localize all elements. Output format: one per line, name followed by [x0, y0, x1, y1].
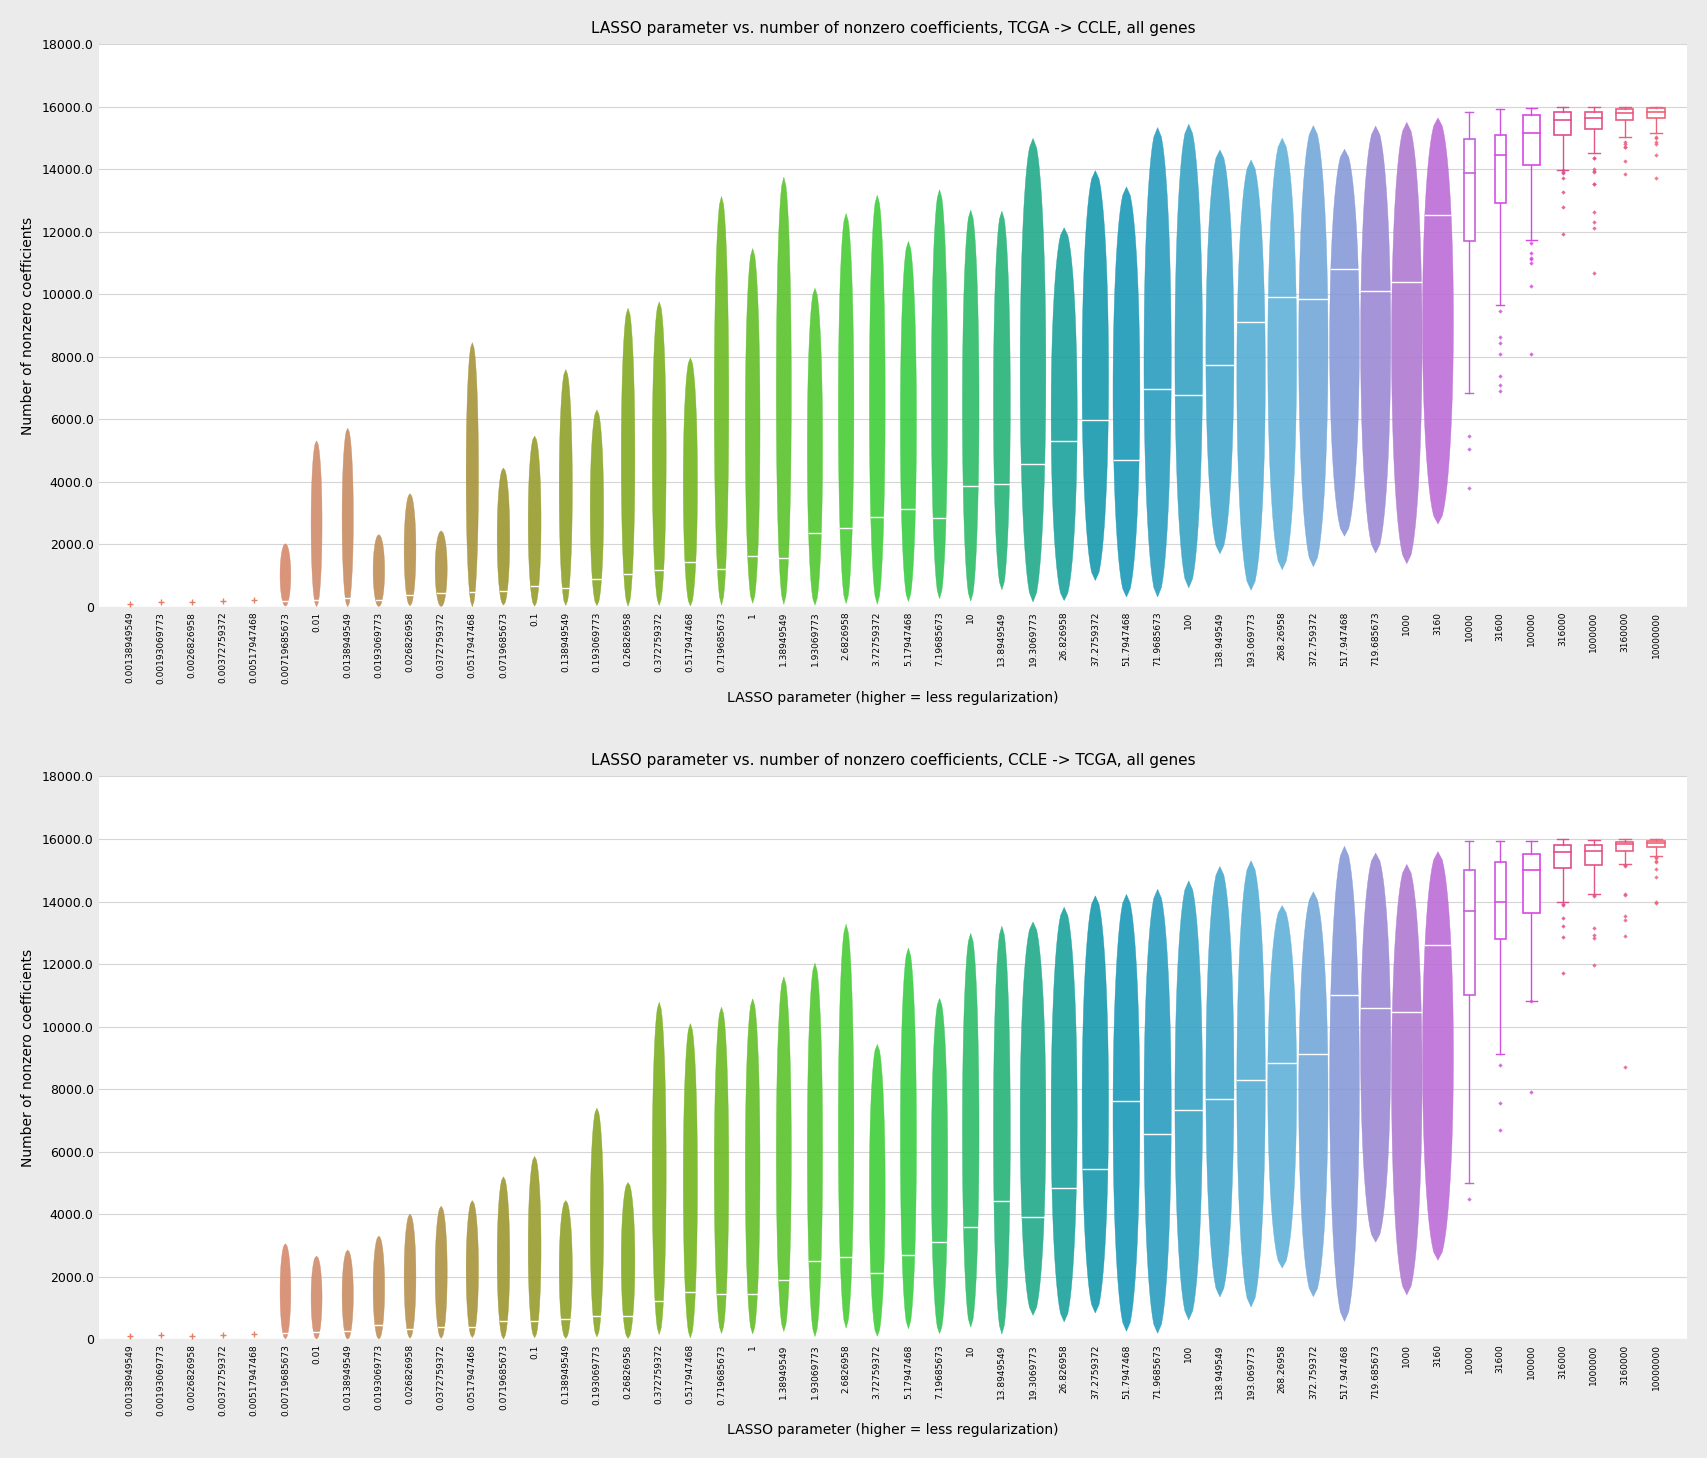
- Polygon shape: [558, 1200, 572, 1338]
- Bar: [1523, 115, 1540, 165]
- Polygon shape: [1113, 187, 1139, 596]
- Polygon shape: [683, 1024, 696, 1338]
- Polygon shape: [497, 1177, 509, 1338]
- Polygon shape: [341, 429, 353, 607]
- Polygon shape: [1236, 860, 1265, 1306]
- Polygon shape: [777, 178, 790, 604]
- Polygon shape: [311, 440, 323, 607]
- Polygon shape: [1144, 127, 1171, 596]
- Polygon shape: [900, 948, 917, 1328]
- Y-axis label: Number of nonzero coefficients: Number of nonzero coefficients: [20, 216, 34, 434]
- Bar: [1523, 854, 1540, 913]
- Polygon shape: [807, 289, 823, 605]
- Polygon shape: [714, 197, 729, 605]
- X-axis label: LASSO parameter (higher = less regularization): LASSO parameter (higher = less regulariz…: [727, 691, 1058, 704]
- Title: LASSO parameter vs. number of nonzero coefficients, CCLE -> TCGA, all genes: LASSO parameter vs. number of nonzero co…: [591, 754, 1195, 768]
- Polygon shape: [838, 924, 854, 1328]
- Polygon shape: [1205, 150, 1232, 554]
- Polygon shape: [714, 1007, 729, 1334]
- Polygon shape: [652, 1002, 666, 1334]
- Polygon shape: [466, 1200, 478, 1337]
- Polygon shape: [527, 1156, 541, 1338]
- Polygon shape: [621, 308, 635, 607]
- Bar: [1584, 112, 1601, 128]
- Polygon shape: [1082, 895, 1108, 1314]
- Polygon shape: [621, 1182, 635, 1338]
- Polygon shape: [838, 213, 854, 604]
- Polygon shape: [591, 410, 603, 605]
- X-axis label: LASSO parameter (higher = less regularization): LASSO parameter (higher = less regulariz…: [727, 1423, 1058, 1438]
- Polygon shape: [1330, 149, 1359, 537]
- Polygon shape: [1330, 846, 1359, 1321]
- Polygon shape: [930, 999, 947, 1334]
- Polygon shape: [1174, 881, 1202, 1319]
- Polygon shape: [744, 999, 760, 1334]
- Polygon shape: [993, 211, 1009, 590]
- Polygon shape: [527, 436, 541, 607]
- Polygon shape: [1267, 139, 1296, 570]
- Polygon shape: [961, 933, 978, 1327]
- Polygon shape: [466, 343, 478, 607]
- Title: LASSO parameter vs. number of nonzero coefficients, TCGA -> CCLE, all genes: LASSO parameter vs. number of nonzero co…: [591, 20, 1195, 36]
- Polygon shape: [961, 210, 978, 601]
- Polygon shape: [372, 1236, 384, 1340]
- Polygon shape: [744, 248, 760, 604]
- Polygon shape: [311, 1255, 323, 1338]
- Polygon shape: [1019, 139, 1045, 602]
- Polygon shape: [993, 926, 1009, 1334]
- Bar: [1615, 841, 1632, 850]
- Polygon shape: [1360, 127, 1389, 553]
- Polygon shape: [280, 544, 290, 607]
- Bar: [1584, 844, 1601, 865]
- Polygon shape: [558, 369, 572, 605]
- Polygon shape: [683, 359, 696, 607]
- Polygon shape: [1019, 921, 1045, 1315]
- Polygon shape: [777, 977, 790, 1331]
- Polygon shape: [1113, 894, 1139, 1331]
- Polygon shape: [435, 531, 447, 607]
- Bar: [1463, 139, 1473, 241]
- Bar: [1553, 112, 1570, 136]
- Polygon shape: [1267, 905, 1296, 1268]
- Bar: [1463, 870, 1473, 996]
- Bar: [1647, 841, 1664, 847]
- Polygon shape: [435, 1206, 447, 1338]
- Polygon shape: [372, 535, 384, 607]
- Polygon shape: [1144, 889, 1171, 1333]
- Bar: [1647, 108, 1664, 118]
- Polygon shape: [652, 302, 666, 605]
- Polygon shape: [930, 190, 947, 599]
- Y-axis label: Number of nonzero coefficients: Number of nonzero coefficients: [20, 949, 34, 1166]
- Polygon shape: [1391, 122, 1422, 564]
- Polygon shape: [591, 1108, 603, 1337]
- Bar: [1553, 846, 1570, 868]
- Polygon shape: [405, 494, 415, 607]
- Bar: [1615, 109, 1632, 121]
- Bar: [1494, 136, 1506, 203]
- Polygon shape: [1422, 851, 1453, 1260]
- Polygon shape: [280, 1244, 290, 1338]
- Polygon shape: [497, 468, 509, 605]
- Polygon shape: [1082, 171, 1108, 580]
- Polygon shape: [341, 1250, 353, 1340]
- Polygon shape: [1050, 907, 1077, 1322]
- Polygon shape: [869, 195, 884, 604]
- Polygon shape: [1422, 118, 1453, 523]
- Polygon shape: [1050, 227, 1077, 601]
- Polygon shape: [1360, 853, 1389, 1242]
- Polygon shape: [807, 964, 823, 1337]
- Polygon shape: [869, 1044, 884, 1336]
- Polygon shape: [900, 242, 917, 602]
- Polygon shape: [1205, 866, 1232, 1298]
- Polygon shape: [1391, 865, 1422, 1295]
- Polygon shape: [1297, 892, 1328, 1296]
- Bar: [1494, 862, 1506, 939]
- Polygon shape: [1174, 124, 1202, 588]
- Polygon shape: [1236, 160, 1265, 590]
- Polygon shape: [1297, 125, 1328, 567]
- Polygon shape: [405, 1215, 415, 1338]
